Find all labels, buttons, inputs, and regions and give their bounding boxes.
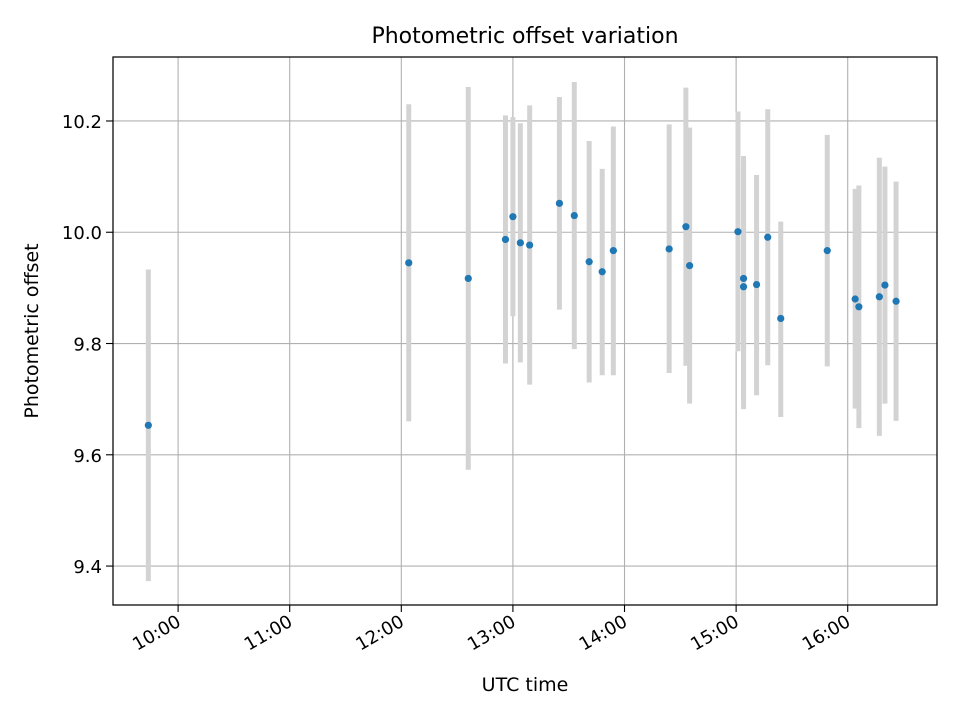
data-point	[739, 274, 748, 283]
y-tick-label: 10.2	[62, 112, 102, 133]
chart-title: Photometric offset variation	[371, 24, 678, 49]
data-point	[509, 213, 517, 221]
data-point	[526, 241, 534, 249]
data-point	[464, 274, 472, 283]
data-point	[855, 303, 863, 311]
y-axis-ticks: 9.4 9.6 9.8 10.0 10.2	[62, 112, 113, 578]
y-tick-label: 9.4	[73, 557, 102, 578]
data-point	[144, 421, 152, 429]
plot-frame	[112, 56, 938, 606]
data-point	[570, 211, 578, 220]
data-point	[405, 259, 413, 267]
data-point	[823, 247, 831, 255]
data-point	[665, 245, 673, 253]
point-layer	[144, 199, 900, 429]
data-point	[609, 247, 617, 255]
data-point	[501, 235, 510, 244]
data-point	[516, 239, 524, 247]
data-point	[764, 233, 772, 241]
data-point	[598, 268, 606, 276]
data-point	[777, 314, 785, 323]
data-point	[682, 223, 690, 231]
y-axis-label: Photometric offset	[21, 243, 43, 418]
data-point	[892, 297, 900, 305]
data-point	[739, 283, 748, 291]
y-tick-label: 9.6	[73, 446, 102, 467]
data-point	[686, 262, 694, 270]
data-point	[752, 280, 761, 289]
y-tick-label: 9.8	[73, 335, 102, 356]
y-tick-label: 10.0	[62, 223, 102, 244]
data-point	[851, 295, 859, 303]
data-point	[875, 293, 883, 301]
data-point	[585, 258, 593, 266]
data-point	[881, 281, 889, 289]
x-axis-label: UTC time	[482, 674, 569, 696]
data-point	[734, 228, 742, 236]
data-point	[555, 199, 564, 207]
